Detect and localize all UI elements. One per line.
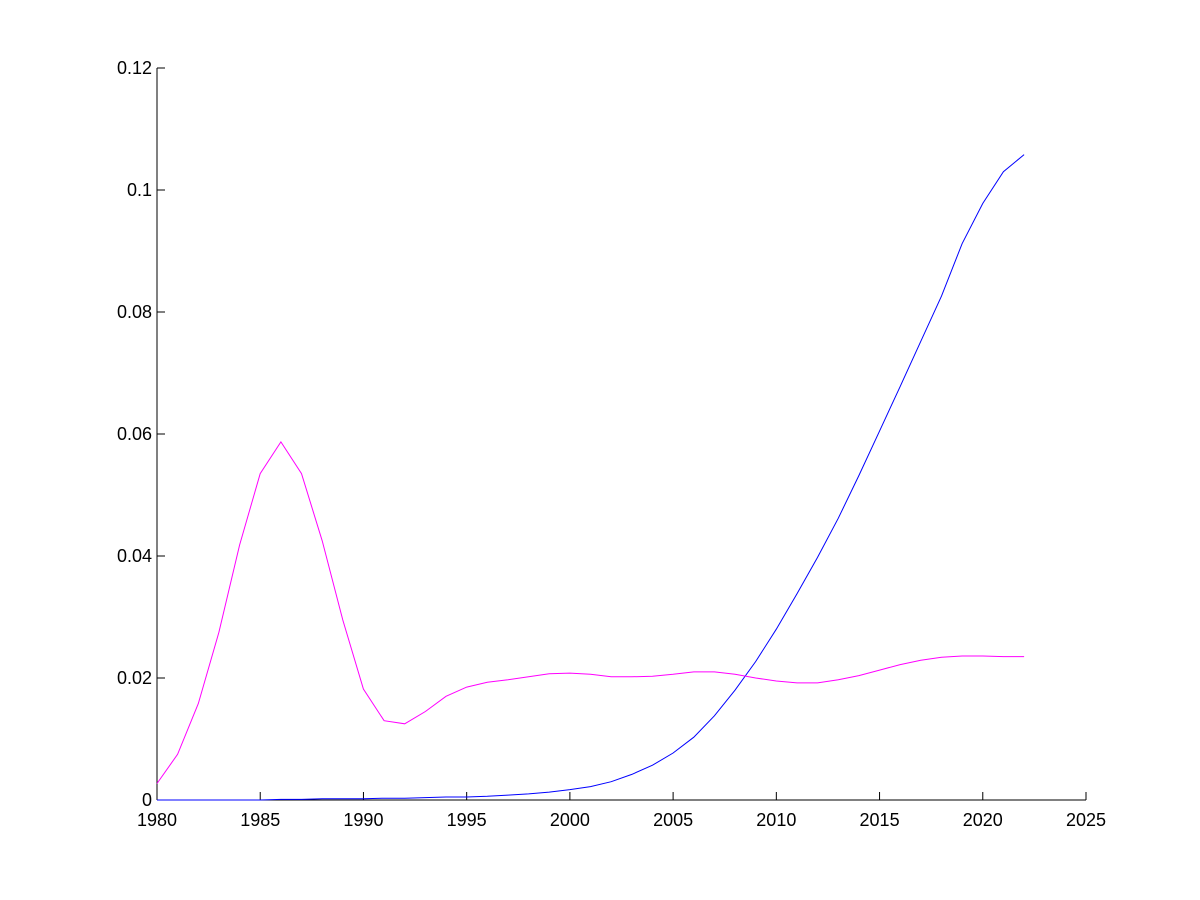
x-ticks: 1980 1985 1990 1995 2000 2005 2010 2015 2020 2025: [137, 792, 1106, 830]
series-layer: [156, 154, 1025, 801]
y-tick-label: 0.08: [117, 302, 152, 322]
x-tick-label: 2025: [1066, 810, 1106, 830]
y-tick-label: 0: [142, 790, 152, 810]
y-tick-label: 0.12: [117, 58, 152, 78]
y-tick-label: 0.1: [127, 180, 152, 200]
axes: [156, 68, 1086, 801]
y-ticks: 0 0.02 0.04 0.06 0.08 0.1 0.12: [117, 58, 165, 810]
x-tick-label: 2020: [963, 810, 1003, 830]
x-tick-label: 2015: [860, 810, 900, 830]
x-tick-label: 2010: [756, 810, 796, 830]
series-line-2: [156, 440, 1025, 784]
series-line-1: [157, 154, 1025, 801]
x-tick-label: 2005: [653, 810, 693, 830]
x-tick-label: 1990: [343, 810, 383, 830]
x-tick-label: 1980: [137, 810, 177, 830]
y-tick-label: 0.04: [117, 546, 152, 566]
x-tick-label: 1995: [447, 810, 487, 830]
y-tick-label: 0.06: [117, 424, 152, 444]
y-tick-label: 0.02: [117, 668, 152, 688]
x-tick-label: 1985: [240, 810, 280, 830]
x-tick-label: 2000: [550, 810, 590, 830]
